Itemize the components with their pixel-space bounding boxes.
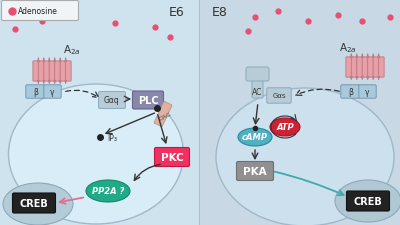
FancyBboxPatch shape [362,58,368,78]
FancyBboxPatch shape [341,86,360,99]
Text: PKA: PKA [243,166,267,176]
FancyBboxPatch shape [55,62,60,82]
Text: PKC: PKC [161,152,183,162]
FancyBboxPatch shape [33,62,38,82]
FancyBboxPatch shape [236,162,274,181]
FancyBboxPatch shape [346,191,390,211]
Bar [199,0,400,225]
FancyBboxPatch shape [49,62,55,82]
FancyBboxPatch shape [154,102,172,127]
FancyBboxPatch shape [267,88,291,104]
Text: AC: AC [252,88,262,97]
Bar [0,0,199,225]
FancyBboxPatch shape [44,86,61,99]
Text: E6: E6 [169,5,185,18]
Text: Gαq: Gαq [104,96,120,105]
Text: CREB: CREB [20,198,48,208]
Text: E8: E8 [212,5,228,18]
Ellipse shape [335,180,400,222]
Text: γ: γ [50,88,55,97]
Text: CREB: CREB [354,196,382,206]
FancyBboxPatch shape [373,58,379,78]
FancyBboxPatch shape [346,58,351,78]
Text: β: β [33,88,38,97]
FancyBboxPatch shape [12,193,56,213]
Text: IP₃: IP₃ [107,134,117,143]
Text: PP2A ?: PP2A ? [92,187,124,196]
Text: β: β [348,88,353,97]
Ellipse shape [238,128,272,146]
FancyBboxPatch shape [351,58,357,78]
FancyBboxPatch shape [132,92,164,110]
FancyBboxPatch shape [154,148,190,167]
Text: PLC: PLC [138,96,158,106]
FancyBboxPatch shape [359,86,376,99]
Text: ATP: ATP [276,123,294,132]
FancyBboxPatch shape [252,77,263,99]
FancyBboxPatch shape [66,62,71,82]
FancyBboxPatch shape [368,58,373,78]
Ellipse shape [216,89,394,225]
Text: Adenosine: Adenosine [18,7,58,16]
FancyBboxPatch shape [38,62,44,82]
FancyBboxPatch shape [98,92,126,109]
FancyBboxPatch shape [2,2,78,21]
FancyBboxPatch shape [26,86,45,99]
Ellipse shape [3,183,73,225]
Text: DAG: DAG [158,111,172,122]
Text: γ: γ [365,88,370,97]
Text: cAMP: cAMP [242,133,268,142]
Ellipse shape [270,119,300,136]
FancyBboxPatch shape [60,62,66,82]
Ellipse shape [8,85,184,224]
FancyBboxPatch shape [44,62,49,82]
Ellipse shape [86,180,130,202]
Text: Gαs: Gαs [272,93,286,99]
FancyBboxPatch shape [379,58,384,78]
Text: A$_{2a}$: A$_{2a}$ [63,43,81,57]
Text: A$_{2a}$: A$_{2a}$ [339,41,357,55]
FancyBboxPatch shape [246,68,269,82]
FancyBboxPatch shape [357,58,362,78]
